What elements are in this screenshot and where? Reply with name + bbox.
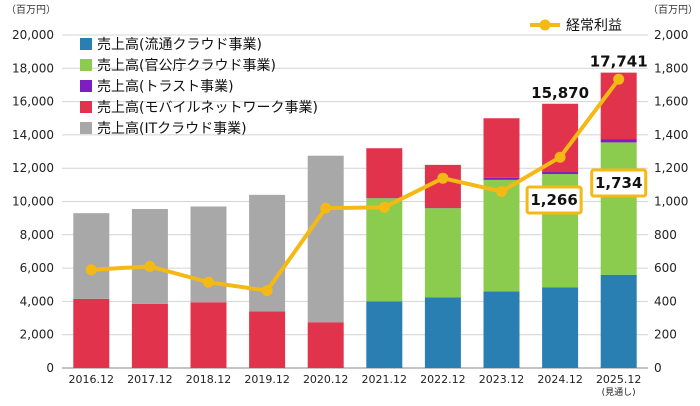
y-right-tick-label: 1,000 <box>654 195 688 209</box>
bar-segment <box>424 297 461 368</box>
y-left-tick-label: 18,000 <box>12 61 54 75</box>
bar-segment <box>483 118 520 178</box>
legend-label: 売上高(モバイルネットワーク事業) <box>97 99 318 116</box>
boxed-value-frame <box>590 168 648 198</box>
legend-line-marker <box>539 19 551 31</box>
x-tick-label: 2022.12 <box>420 373 466 386</box>
y-left-tick-label: 20,000 <box>12 28 54 42</box>
y-right-tick-label: 1,400 <box>654 128 688 142</box>
bar-segment <box>366 198 403 302</box>
line-point <box>144 260 156 272</box>
bar-segment <box>73 213 110 299</box>
bar-segment <box>190 206 227 303</box>
bar-segment <box>483 179 520 292</box>
bar-total-label: 15,870 <box>531 84 589 102</box>
x-tick-sublabel: (見通し) <box>602 387 636 398</box>
line-point <box>320 202 332 214</box>
y-left-tick-label: 0 <box>46 361 54 375</box>
bar-segment <box>600 142 637 275</box>
bar-segment <box>542 172 579 175</box>
y-right-tick-label: 1,800 <box>654 61 688 75</box>
x-tick-label: 2025.12 <box>596 373 642 386</box>
y-left-tick-label: 16,000 <box>12 95 54 109</box>
bar-segment <box>190 302 227 368</box>
line-point <box>437 172 449 184</box>
bar-segment <box>483 291 520 368</box>
line-layer <box>85 73 625 297</box>
bar-segment <box>600 274 637 368</box>
legend-swatch <box>80 38 92 50</box>
y-right-tick-label: 600 <box>654 261 677 275</box>
y-right-tick-label: 200 <box>654 328 677 342</box>
x-tick-label: 2021.12 <box>362 373 408 386</box>
bar-segment <box>542 287 579 368</box>
y-right-tick-label: 800 <box>654 228 677 242</box>
y-right-tick-label: 1,200 <box>654 161 688 175</box>
boxed-value-frame <box>525 185 583 215</box>
boxed-value-label: 1,734 <box>595 174 642 192</box>
x-tick-label: 2017.12 <box>127 373 173 386</box>
line-point <box>261 285 273 297</box>
y-right-tick-label: 1,600 <box>654 95 688 109</box>
y-left-tick-label: 12,000 <box>12 161 54 175</box>
line-point <box>496 186 507 198</box>
y-right-tick-label: 400 <box>654 294 677 308</box>
bar-segment <box>600 139 637 143</box>
bar-segment <box>307 155 344 323</box>
legend-label: 売上高(トラスト事業) <box>97 78 234 95</box>
legend-swatch <box>80 101 92 113</box>
bar-segment <box>424 208 461 298</box>
x-tick-label: 2016.12 <box>69 373 115 386</box>
y-left-tick-label: 2,000 <box>20 328 54 342</box>
line-series-path <box>91 78 621 293</box>
left-unit-label: （百万円） <box>6 4 56 16</box>
bar-segment <box>424 207 461 209</box>
bar-total-label: 17,741 <box>590 53 648 71</box>
axes-layer: （百万円） （百万円） 0 2,000 4,000 6,000 8,000 10,000 1… <box>6 4 698 398</box>
bars-layer <box>73 72 637 368</box>
legend-label: 売上高(流通クラウド事業) <box>97 36 262 53</box>
legend-line-label: 経常利益 <box>566 18 622 34</box>
legend-swatch <box>80 59 92 71</box>
bar-segment <box>73 298 110 368</box>
legend-label: 売上高(ITクラウド事業) <box>97 120 247 137</box>
line-point <box>378 201 390 213</box>
bar-segment <box>131 303 168 368</box>
line-point <box>85 264 97 276</box>
line-point <box>613 73 625 85</box>
y-left-tick-label: 10,000 <box>12 195 54 209</box>
y-left-tick-label: 6,000 <box>20 261 54 275</box>
bar-segment <box>366 148 403 198</box>
y-left-tick-label: 14,000 <box>12 128 54 142</box>
x-tick-label: 2020.12 <box>303 373 349 386</box>
bar-segment <box>366 197 403 199</box>
x-tick-label: 2019.12 <box>244 373 290 386</box>
legend-swatch <box>80 80 92 92</box>
x-tick-label: 2024.12 <box>537 373 583 386</box>
y-left-tick-label: 4,000 <box>20 294 54 308</box>
legend-swatch <box>80 122 92 134</box>
x-tick-label: 2023.12 <box>479 373 525 386</box>
bar-segment <box>307 322 344 368</box>
line-point <box>554 151 566 163</box>
y-left-tick-label: 8,000 <box>20 228 54 242</box>
x-tick-label: 2018.12 <box>186 373 232 386</box>
bar-segment <box>131 208 168 304</box>
legend-label: 売上高(官公庁クラウド事業) <box>97 57 276 74</box>
legend: 売上高(流通クラウド事業) 売上高(官公庁クラウド事業) 売上高(トラスト事業) 売上… <box>80 18 622 137</box>
bar-segment <box>366 301 403 368</box>
y-right-tick-label: 0 <box>654 361 662 375</box>
y-right-tick-label: 2,000 <box>654 28 688 42</box>
bar-segment <box>483 177 520 180</box>
line-point <box>203 276 214 288</box>
right-unit-label: （百万円） <box>648 4 698 16</box>
boxed-value-label: 1,266 <box>530 191 577 209</box>
bar-segment <box>249 311 286 368</box>
